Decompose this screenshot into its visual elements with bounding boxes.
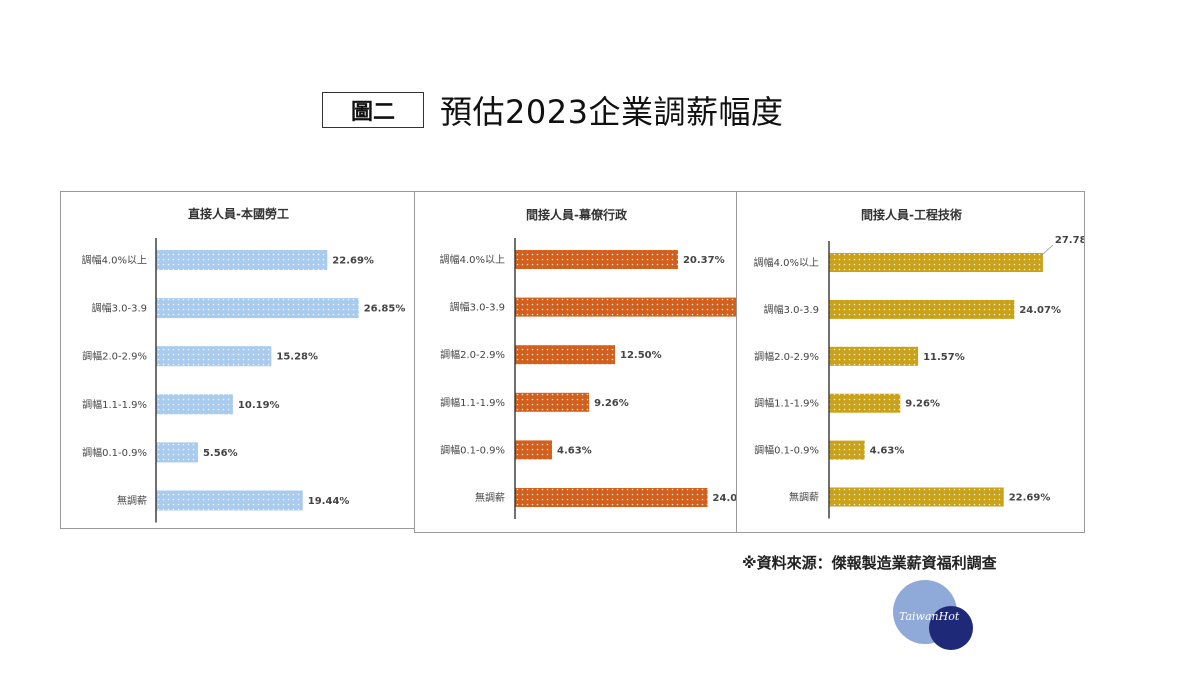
source-note: ※資料來源：傑報製造業薪資福利調查 xyxy=(742,554,997,572)
category-label: 調幅4.0%以上 xyxy=(440,253,505,266)
category-label: 調幅1.1-1.9% xyxy=(82,398,147,411)
value-label: 9.26% xyxy=(905,399,940,410)
category-label: 調幅3.0-3.9 xyxy=(764,303,819,316)
category-label: 調幅1.1-1.9% xyxy=(440,396,505,409)
category-label: 調幅1.1-1.9% xyxy=(754,397,819,410)
figure-title-row: 圖二 預估2023企業調薪幅度 xyxy=(322,88,783,132)
category-label: 無調薪 xyxy=(789,491,819,504)
value-label: 12.50% xyxy=(620,350,662,361)
bar xyxy=(515,440,553,460)
value-label: 9.26% xyxy=(594,398,629,409)
leader-line xyxy=(1040,244,1054,257)
category-label: 調幅0.1-0.9% xyxy=(754,444,819,457)
value-label: 19.44% xyxy=(308,496,350,507)
bar xyxy=(829,253,1043,272)
chart-title: 間接人員-工程技術 xyxy=(861,207,962,222)
chart-title: 直接人員-本國勞工 xyxy=(188,206,289,221)
category-label: 調幅4.0%以上 xyxy=(754,256,819,269)
category-label: 無調薪 xyxy=(117,494,147,507)
figure-title: 預估2023企業調薪幅度 xyxy=(440,93,784,131)
bar xyxy=(156,490,303,511)
category-label: 調幅3.0-3.9 xyxy=(450,301,505,314)
value-label: 22.69% xyxy=(1009,493,1051,504)
category-label: 調幅4.0%以上 xyxy=(82,254,147,267)
category-label: 調幅0.1-0.9% xyxy=(440,443,505,456)
bar xyxy=(515,345,615,365)
bar xyxy=(156,250,328,270)
category-label: 調幅2.0-2.9% xyxy=(754,350,819,363)
value-label: 15.28% xyxy=(276,352,318,363)
category-label: 調幅2.0-2.9% xyxy=(82,350,147,363)
bar xyxy=(156,298,359,319)
value-label: 24.07% xyxy=(1019,305,1061,316)
value-label: 24.07% xyxy=(713,493,737,504)
value-label: 5.56% xyxy=(203,448,238,459)
category-label: 調幅3.0-3.9 xyxy=(92,302,147,315)
bar xyxy=(156,442,198,463)
value-label: 26.85% xyxy=(364,304,406,315)
category-label: 調幅0.1-0.9% xyxy=(82,446,147,459)
value-label: 4.63% xyxy=(557,445,592,456)
bar xyxy=(515,250,678,269)
value-label: 4.63% xyxy=(870,446,905,457)
value-label: 10.19% xyxy=(238,400,280,411)
bar xyxy=(515,297,736,317)
chart-panel-indirect-admin: 間接人員-幕僚行政調幅4.0%以上20.37%調幅3.0-3.929.17%調幅… xyxy=(414,191,737,533)
logo-text: TaiwanHot xyxy=(899,610,960,623)
bar xyxy=(829,299,1015,319)
value-label: 22.69% xyxy=(332,256,374,267)
figure-badge: 圖二 xyxy=(322,92,424,128)
bar xyxy=(829,440,865,460)
bar xyxy=(156,346,272,367)
chart-title: 間接人員-幕僚行政 xyxy=(526,207,628,222)
chart-panel-direct-local-labor: 直接人員-本國勞工調幅4.0%以上 22.69% 調幅3.0-3.9 26.85% 調幅… xyxy=(60,191,415,529)
bar xyxy=(829,487,1004,507)
logo-circle-dark xyxy=(929,606,973,650)
bar xyxy=(515,392,590,412)
category-label: 無調薪 xyxy=(475,491,505,504)
taiwanhot-logo: TaiwanHot xyxy=(893,580,977,654)
value-label: 27.78% xyxy=(1055,235,1085,246)
category-label: 調幅2.0-2.9% xyxy=(440,348,505,361)
bar xyxy=(515,488,708,507)
bar xyxy=(156,394,233,415)
value-label: 11.57% xyxy=(923,352,965,363)
bar xyxy=(829,393,901,413)
bar-chart-svg: 間接人員-幕僚行政調幅4.0%以上20.37%調幅3.0-3.929.17%調幅… xyxy=(440,207,737,519)
value-label: 20.37% xyxy=(683,255,725,266)
bar xyxy=(829,346,919,366)
